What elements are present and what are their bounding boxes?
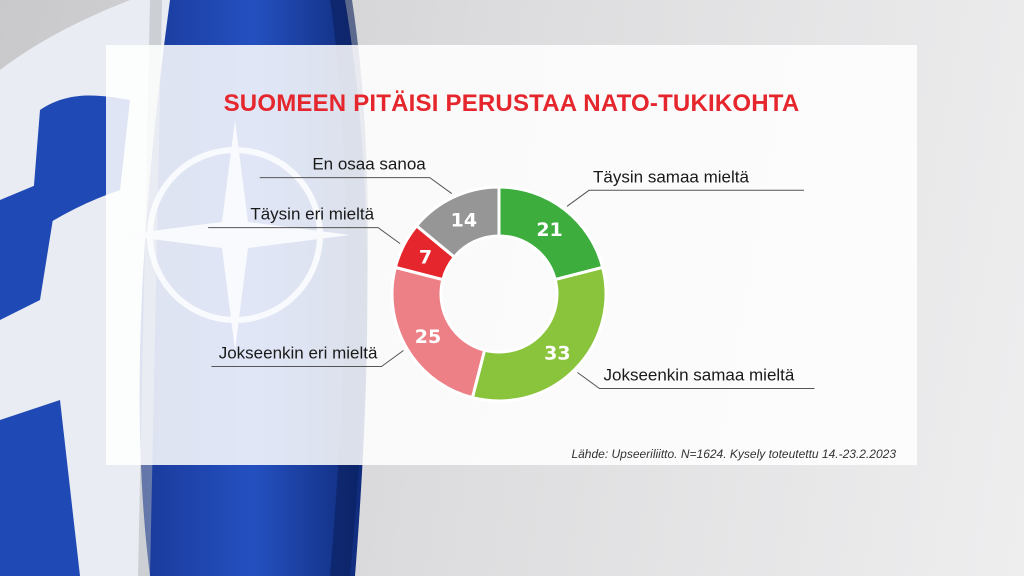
leader-line-taysin-eri-mielta <box>208 227 401 245</box>
leader-line-taysin-samaa-mielta <box>566 189 805 207</box>
source-note: Lähde: Upseeriliitto. N=1624. Kysely tot… <box>571 447 896 461</box>
category-label-taysin-eri-mielta: Täysin eri mieltä <box>250 205 374 224</box>
leader-line-en-osaa-sanoa <box>259 177 453 194</box>
slice-jokseenkin-eri-mielta <box>390 265 487 400</box>
slice-en-osaa-sanoa <box>414 185 501 260</box>
leader-line-jokseenkin-eri-mielta <box>211 350 404 368</box>
category-label-jokseenkin-samaa-mielta: Jokseenkin samaa mieltä <box>603 365 794 384</box>
chart-title: SUOMEEN PITÄISI PERUSTAA NATO-TUKIKOHTA <box>223 90 800 117</box>
value-label-taysin-eri-mielta: 7 <box>419 247 432 269</box>
category-label-en-osaa-sanoa: En osaa sanoa <box>312 155 426 174</box>
leader-line-jokseenkin-samaa-mielta <box>577 372 815 389</box>
value-label-jokseenkin-eri-mielta: 25 <box>415 326 441 348</box>
value-label-jokseenkin-samaa-mielta: 33 <box>544 342 570 364</box>
value-label-taysin-samaa-mielta: 21 <box>536 219 562 241</box>
category-label-taysin-samaa-mielta: Täysin samaa mieltä <box>593 167 749 186</box>
category-label-jokseenkin-eri-mielta: Jokseenkin eri mieltä <box>219 344 378 363</box>
value-label-en-osaa-sanoa: 14 <box>451 209 477 231</box>
slice-jokseenkin-samaa-mielta <box>470 265 608 403</box>
